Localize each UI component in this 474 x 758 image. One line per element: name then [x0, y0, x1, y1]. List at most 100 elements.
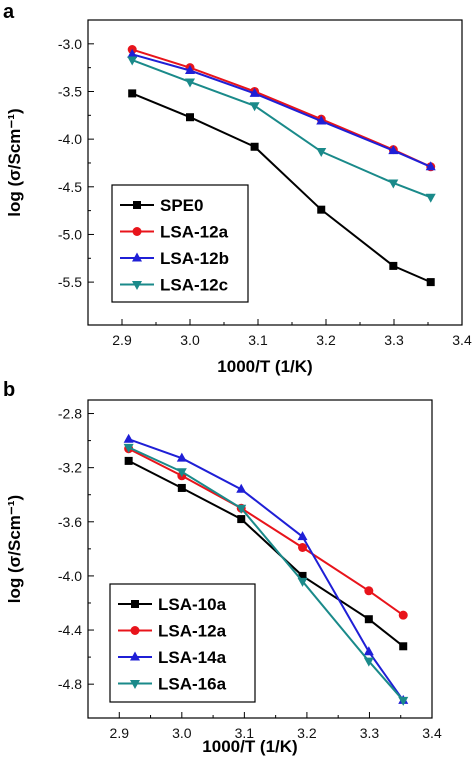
- data-point: [388, 145, 399, 155]
- legend-label: LSA-10a: [158, 595, 227, 614]
- data-point: [176, 468, 187, 478]
- legend: LSA-10a LSA-12a LSA-14a LSA-16a: [109, 583, 256, 703]
- data-point: [399, 642, 408, 651]
- data-point: [298, 542, 308, 552]
- x-tick-label: 3.2: [297, 725, 317, 741]
- x-tick-label: 3.1: [235, 725, 255, 741]
- data-point: [298, 571, 307, 580]
- data-point: [388, 179, 399, 189]
- y-tick-label: -3.2: [58, 460, 82, 476]
- data-point: [236, 483, 247, 493]
- x-tick-label: 3.1: [248, 332, 268, 348]
- data-point: [316, 115, 327, 125]
- x-tick-label: 3.4: [452, 332, 472, 348]
- panel-label: b: [3, 379, 15, 401]
- plot-frame: [87, 19, 463, 326]
- data-point: [297, 531, 308, 541]
- legend-marker: [132, 227, 142, 236]
- x-tick-label: 2.9: [110, 725, 130, 741]
- legend-label: LSA-16a: [158, 675, 227, 694]
- legend: SPE0 LSA-12a LSA-12b LSA-12c: [111, 184, 249, 303]
- legend-marker: [131, 600, 139, 608]
- series-line: [128, 460, 404, 648]
- series-line: [128, 447, 404, 616]
- series-lsa-16a: [123, 443, 409, 706]
- data-point: [363, 657, 374, 667]
- data-point: [426, 278, 435, 287]
- data-point: [389, 261, 398, 270]
- legend-label: LSA-12b: [160, 249, 229, 268]
- legend-marker: [130, 626, 140, 635]
- y-tick-label: -3.0: [58, 36, 82, 52]
- x-tick-label: 3.3: [360, 725, 380, 741]
- legend-label: LSA-14a: [158, 648, 227, 667]
- legend-marker: [130, 680, 140, 689]
- y-tick-label: -4.5: [58, 179, 82, 195]
- series-line: [131, 53, 432, 168]
- series-lsa-12c: [127, 56, 436, 203]
- data-point: [123, 443, 134, 453]
- y-tick-label: -2.8: [58, 406, 82, 422]
- data-point: [317, 205, 326, 214]
- x-tick-label: 3.0: [172, 725, 192, 741]
- data-point: [123, 433, 134, 443]
- y-axis-label: log (σ/Scm⁻¹): [5, 108, 24, 216]
- y-tick-label: -4.0: [58, 568, 82, 584]
- series-lsa-10a: [124, 456, 408, 651]
- data-point: [364, 586, 374, 596]
- series-lsa-14a: [123, 433, 409, 704]
- data-point: [127, 56, 138, 66]
- y-axis-label: log (σ/Scm⁻¹): [5, 495, 24, 603]
- legend-marker: [132, 252, 142, 262]
- legend-marker: [130, 651, 140, 661]
- x-tick-label: 2.9: [112, 332, 132, 348]
- data-point: [185, 65, 195, 75]
- y-tick-label: -5.5: [58, 274, 82, 290]
- x-tick-label: 3.4: [422, 725, 442, 741]
- chart-panel-b: b 2.9 3.0 3.1 3.2 3.3 3.4 -2.8 -3.2 -3.6 -4.0 -4.4 -…: [3, 379, 442, 756]
- y-tick-label: -4.0: [58, 131, 82, 147]
- series-spe0: [128, 89, 435, 287]
- data-point: [316, 148, 327, 158]
- data-point: [176, 452, 187, 462]
- series-line: [131, 92, 432, 284]
- panel-label: a: [3, 1, 15, 23]
- data-point: [124, 456, 133, 465]
- series-lsa-12a: [127, 45, 436, 172]
- plot-frame: [87, 399, 433, 719]
- legend-label: LSA-12a: [158, 622, 227, 641]
- data-point: [363, 646, 374, 656]
- series-line: [131, 59, 432, 199]
- data-point: [237, 515, 246, 524]
- y-tick-label: -3.6: [58, 514, 82, 530]
- data-point: [398, 696, 409, 706]
- x-tick-label: 3.2: [316, 332, 336, 348]
- chart-panel-a: a 2.9 3.0 3.1 3.2 3.3 3.4 -3.0 -3.5 -4.0 -4.5 -5.0 -…: [3, 1, 472, 376]
- data-point: [186, 113, 194, 122]
- data-point: [249, 87, 260, 97]
- series-line: [128, 446, 404, 702]
- data-point: [249, 102, 260, 112]
- series-line: [128, 438, 405, 701]
- data-point: [425, 161, 436, 171]
- data-point: [398, 610, 408, 620]
- legend-label: SPE0: [160, 196, 203, 215]
- data-point: [364, 615, 373, 624]
- x-tick-label: 3.0: [180, 332, 200, 348]
- x-tick-label: 3.3: [384, 332, 404, 348]
- legend-marker: [133, 201, 141, 209]
- data-point: [250, 142, 259, 151]
- data-point: [177, 483, 186, 492]
- legend-label: LSA-12c: [160, 276, 228, 295]
- x-axis-label: 1000/T (1/K): [217, 357, 312, 376]
- y-tick-label: -3.5: [58, 83, 82, 99]
- x-axis-label: 1000/T (1/K): [202, 737, 297, 756]
- data-point: [185, 78, 195, 88]
- legend-label: LSA-12a: [160, 223, 229, 242]
- data-point: [297, 577, 308, 587]
- data-point: [425, 193, 436, 203]
- data-point: [128, 89, 137, 98]
- y-tick-label: -5.0: [58, 226, 82, 242]
- data-point: [127, 48, 138, 58]
